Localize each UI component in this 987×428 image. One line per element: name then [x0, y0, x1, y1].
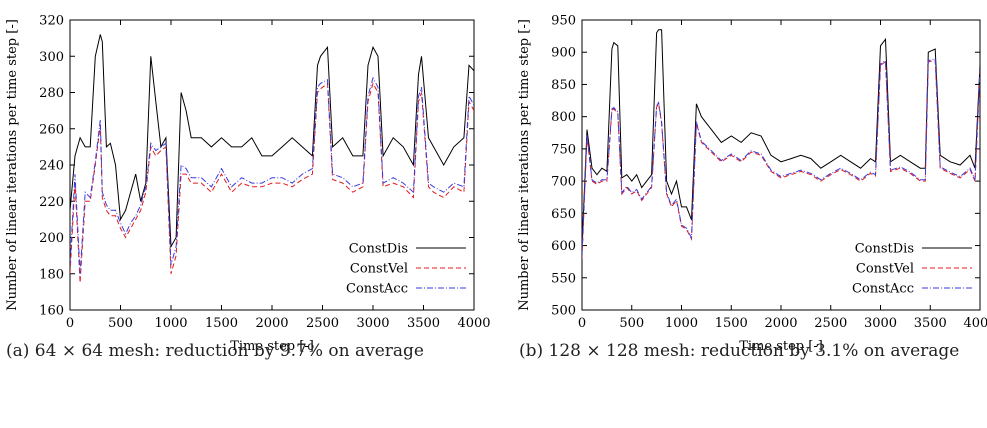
x-tick-label: 0: [578, 316, 586, 331]
y-tick-label: 260: [39, 122, 64, 137]
x-tick-label: 3500: [407, 316, 440, 331]
y-tick-label: 900: [551, 46, 576, 61]
y-tick-label: 750: [551, 142, 576, 157]
caption-b: (b) 128 × 128 mesh: reduction by 3.1% on…: [519, 341, 960, 361]
x-axis-label: Time step [-]: [230, 339, 314, 354]
y-tick-label: 280: [39, 86, 64, 101]
series-line-constvel: [70, 82, 474, 283]
x-tick-label: 1000: [154, 316, 187, 331]
y-tick-label: 320: [39, 14, 64, 29]
x-tick-label: 1500: [715, 316, 748, 331]
series-line-constvel: [582, 59, 980, 259]
series-line-constdis: [70, 34, 474, 249]
series-line-constacc: [70, 76, 474, 274]
y-tick-label: 800: [551, 110, 576, 125]
y-tick-label: 240: [39, 159, 64, 174]
series-line-constdis: [582, 29, 980, 246]
y-tick-label: 160: [39, 304, 64, 319]
y-tick-label: 550: [551, 271, 576, 286]
legend-label: ConstVel: [350, 262, 408, 277]
legend-label: ConstVel: [856, 262, 914, 277]
legend-label: ConstDis: [855, 242, 914, 257]
chart-0: 0 500 1000 1500 2000 2500 3000 3500 4000 160 180 20…: [5, 14, 491, 355]
x-tick-label: 2000: [255, 316, 288, 331]
y-tick-label: 650: [551, 207, 576, 222]
y-axis-label: Number of linear iterations per time ste…: [517, 19, 532, 311]
y-tick-label: 850: [551, 78, 576, 93]
x-tick-label: 4000: [963, 316, 987, 331]
caption-a: (a) 64 × 64 mesh: reduction by 9.7% on a…: [6, 341, 424, 361]
y-tick-label: 500: [551, 304, 576, 319]
y-tick-label: 600: [551, 239, 576, 254]
x-tick-label: 2500: [306, 316, 339, 331]
x-tick-label: 2000: [764, 316, 797, 331]
y-tick-label: 180: [39, 267, 64, 282]
y-tick-label: 700: [551, 175, 576, 190]
x-tick-label: 1000: [665, 316, 698, 331]
x-tick-label: 500: [108, 316, 133, 331]
series-line-constacc: [582, 58, 980, 256]
x-tick-label: 500: [619, 316, 644, 331]
x-tick-label: 4000: [457, 316, 490, 331]
x-tick-label: 3000: [864, 316, 897, 331]
y-axis-label: Number of linear iterations per time ste…: [5, 19, 20, 311]
x-axis-label: Time step [-]: [739, 339, 823, 354]
y-tick-label: 220: [39, 195, 64, 210]
y-tick-label: 950: [551, 14, 576, 29]
legend-label: ConstAcc: [852, 282, 914, 297]
y-tick-label: 300: [39, 50, 64, 65]
x-tick-label: 3500: [914, 316, 947, 331]
legend-label: ConstAcc: [346, 282, 408, 297]
plot-frame: [581, 19, 981, 311]
x-tick-label: 2500: [814, 316, 847, 331]
x-tick-label: 0: [66, 316, 74, 331]
y-tick-label: 200: [39, 231, 64, 246]
x-tick-label: 3000: [356, 316, 389, 331]
chart-1: 0500100015002000250030003500400050055060…: [517, 14, 987, 355]
legend-label: ConstDis: [349, 242, 408, 257]
x-tick-label: 1500: [205, 316, 238, 331]
